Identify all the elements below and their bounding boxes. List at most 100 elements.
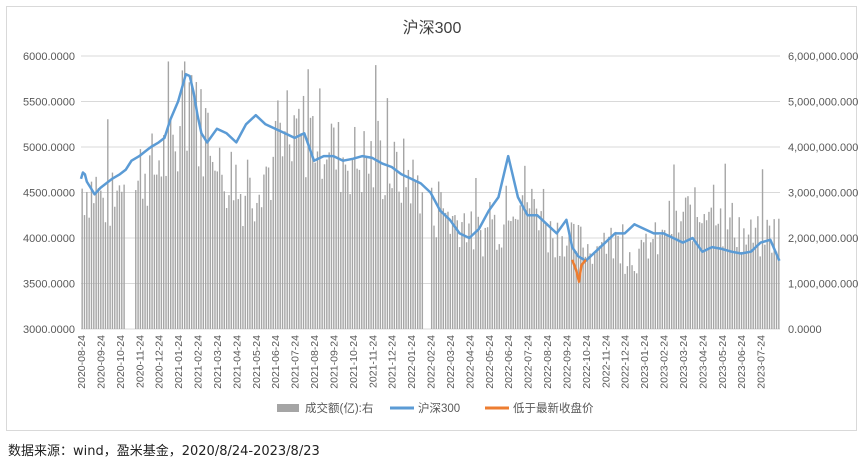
- left-tick-label: 5500.0000: [23, 97, 75, 109]
- volume-bar: [556, 222, 559, 329]
- volume-bar: [636, 273, 638, 329]
- right-axis: 0.0000 1,000,000.0000 2,000,000.0000 3,000,…: [788, 51, 858, 336]
- x-tick-label: 2021-03-24: [212, 335, 224, 389]
- volume-bar: [673, 164, 675, 329]
- volume-bar: [761, 169, 764, 329]
- volume-bar: [771, 252, 773, 329]
- volume-bar: [619, 263, 622, 329]
- volume-bar: [698, 222, 701, 329]
- volume-bar: [365, 157, 368, 329]
- volume-bar: [659, 235, 661, 329]
- x-tick-label: 2020-10-24: [115, 335, 127, 389]
- volume-bar: [764, 244, 766, 329]
- left-tick-label: 4500.0000: [23, 188, 75, 200]
- x-tick-label: 2022-11-24: [600, 335, 612, 388]
- volume-bar: [766, 219, 768, 329]
- volume-bar: [768, 225, 771, 329]
- source-note: 数据来源：wind，盈米基金，2020/8/24-2023/8/23: [8, 444, 320, 459]
- volume-bar: [216, 171, 219, 329]
- x-tick-label: 2021-05-24: [251, 335, 263, 389]
- volume-bar: [458, 247, 461, 329]
- volume-bar: [279, 122, 281, 330]
- x-tick-label: 2020-08-24: [76, 335, 88, 389]
- volume-bar: [605, 253, 608, 329]
- volume-bar: [372, 187, 375, 329]
- volume-bar: [440, 192, 442, 329]
- volume-bar: [649, 242, 652, 329]
- volume-bar: [561, 236, 563, 329]
- volume-bar: [379, 140, 382, 329]
- grid-lines: [81, 55, 780, 330]
- volume-bar: [95, 176, 97, 329]
- volume-bar: [249, 177, 251, 329]
- x-tick-label: 2023-01-24: [639, 335, 651, 389]
- volume-bar: [435, 237, 438, 329]
- volume-bar: [486, 227, 489, 329]
- volume-bar: [629, 252, 631, 329]
- volume-bar: [757, 216, 759, 329]
- volume-bar: [160, 176, 163, 329]
- volume-bar: [211, 161, 214, 329]
- volume-bar: [377, 120, 379, 330]
- volume-bar: [272, 156, 274, 329]
- x-tick-label: 2023-05-24: [717, 335, 729, 389]
- left-axis: 3000.0000 3500.0000 4000.0000 4500.0000 5000…: [23, 51, 75, 336]
- x-tick-label: 2020-12-24: [154, 335, 166, 389]
- volume-bar: [416, 175, 419, 329]
- volume-bar: [295, 118, 298, 330]
- x-tick-label: 2022-08-24: [542, 335, 554, 389]
- volume-bar: [393, 141, 396, 329]
- legend-label: 成交额(亿):右: [305, 401, 373, 415]
- volume-bar: [302, 95, 305, 329]
- x-tick-label: 2022-05-24: [484, 335, 496, 389]
- volume-bar: [444, 212, 447, 329]
- volume-bar: [545, 224, 547, 329]
- volume-bar: [386, 98, 389, 329]
- volume-bar: [83, 215, 86, 329]
- volume-bar: [218, 147, 221, 329]
- volume-bar: [286, 90, 288, 329]
- x-tick-label: 2022-02-24: [426, 335, 438, 389]
- x-tick-label: 2022-12-24: [620, 335, 632, 389]
- volume-bar: [750, 219, 752, 329]
- volume-bar: [722, 246, 724, 329]
- left-tick-label: 6000.0000: [23, 51, 75, 63]
- volume-bar: [330, 123, 333, 329]
- volume-bar: [111, 172, 114, 329]
- volume-bar: [165, 175, 167, 329]
- volume-bar: [398, 191, 400, 329]
- volume-bar: [517, 219, 519, 329]
- volume-bar: [309, 117, 312, 329]
- volume-bar: [701, 223, 703, 329]
- volume-bar: [538, 230, 540, 329]
- volume-bar: [135, 190, 137, 329]
- volume-bar: [146, 205, 149, 329]
- volume-bar: [622, 224, 624, 329]
- volume-bar: [638, 248, 640, 329]
- volume-bar: [274, 120, 277, 330]
- volume-bar: [333, 127, 335, 329]
- volume-bar: [239, 193, 242, 329]
- x-tick-label: 2021-02-24: [193, 335, 205, 389]
- volume-bar: [500, 247, 503, 329]
- right-tick-label: 6,000,000.0000: [788, 51, 858, 63]
- volume-bar: [81, 188, 83, 329]
- volume-bar: [316, 151, 319, 329]
- volume-bar: [528, 208, 531, 329]
- volume-bar: [738, 217, 740, 329]
- volume-bar: [482, 256, 484, 329]
- volume-bar: [149, 155, 151, 329]
- volume-bar: [493, 214, 496, 329]
- volume-bar: [472, 249, 475, 329]
- volume-bar: [684, 197, 687, 329]
- volume-bar: [167, 61, 170, 330]
- volume-bar: [183, 61, 186, 330]
- volume-bar: [754, 227, 757, 329]
- volume-bar: [144, 173, 146, 329]
- volume-bar: [363, 131, 365, 329]
- volume-bar: [102, 197, 104, 329]
- volume-bar: [475, 177, 477, 329]
- volume-bar: [640, 239, 643, 329]
- volume-bar: [540, 211, 542, 329]
- volume-bar: [186, 150, 188, 329]
